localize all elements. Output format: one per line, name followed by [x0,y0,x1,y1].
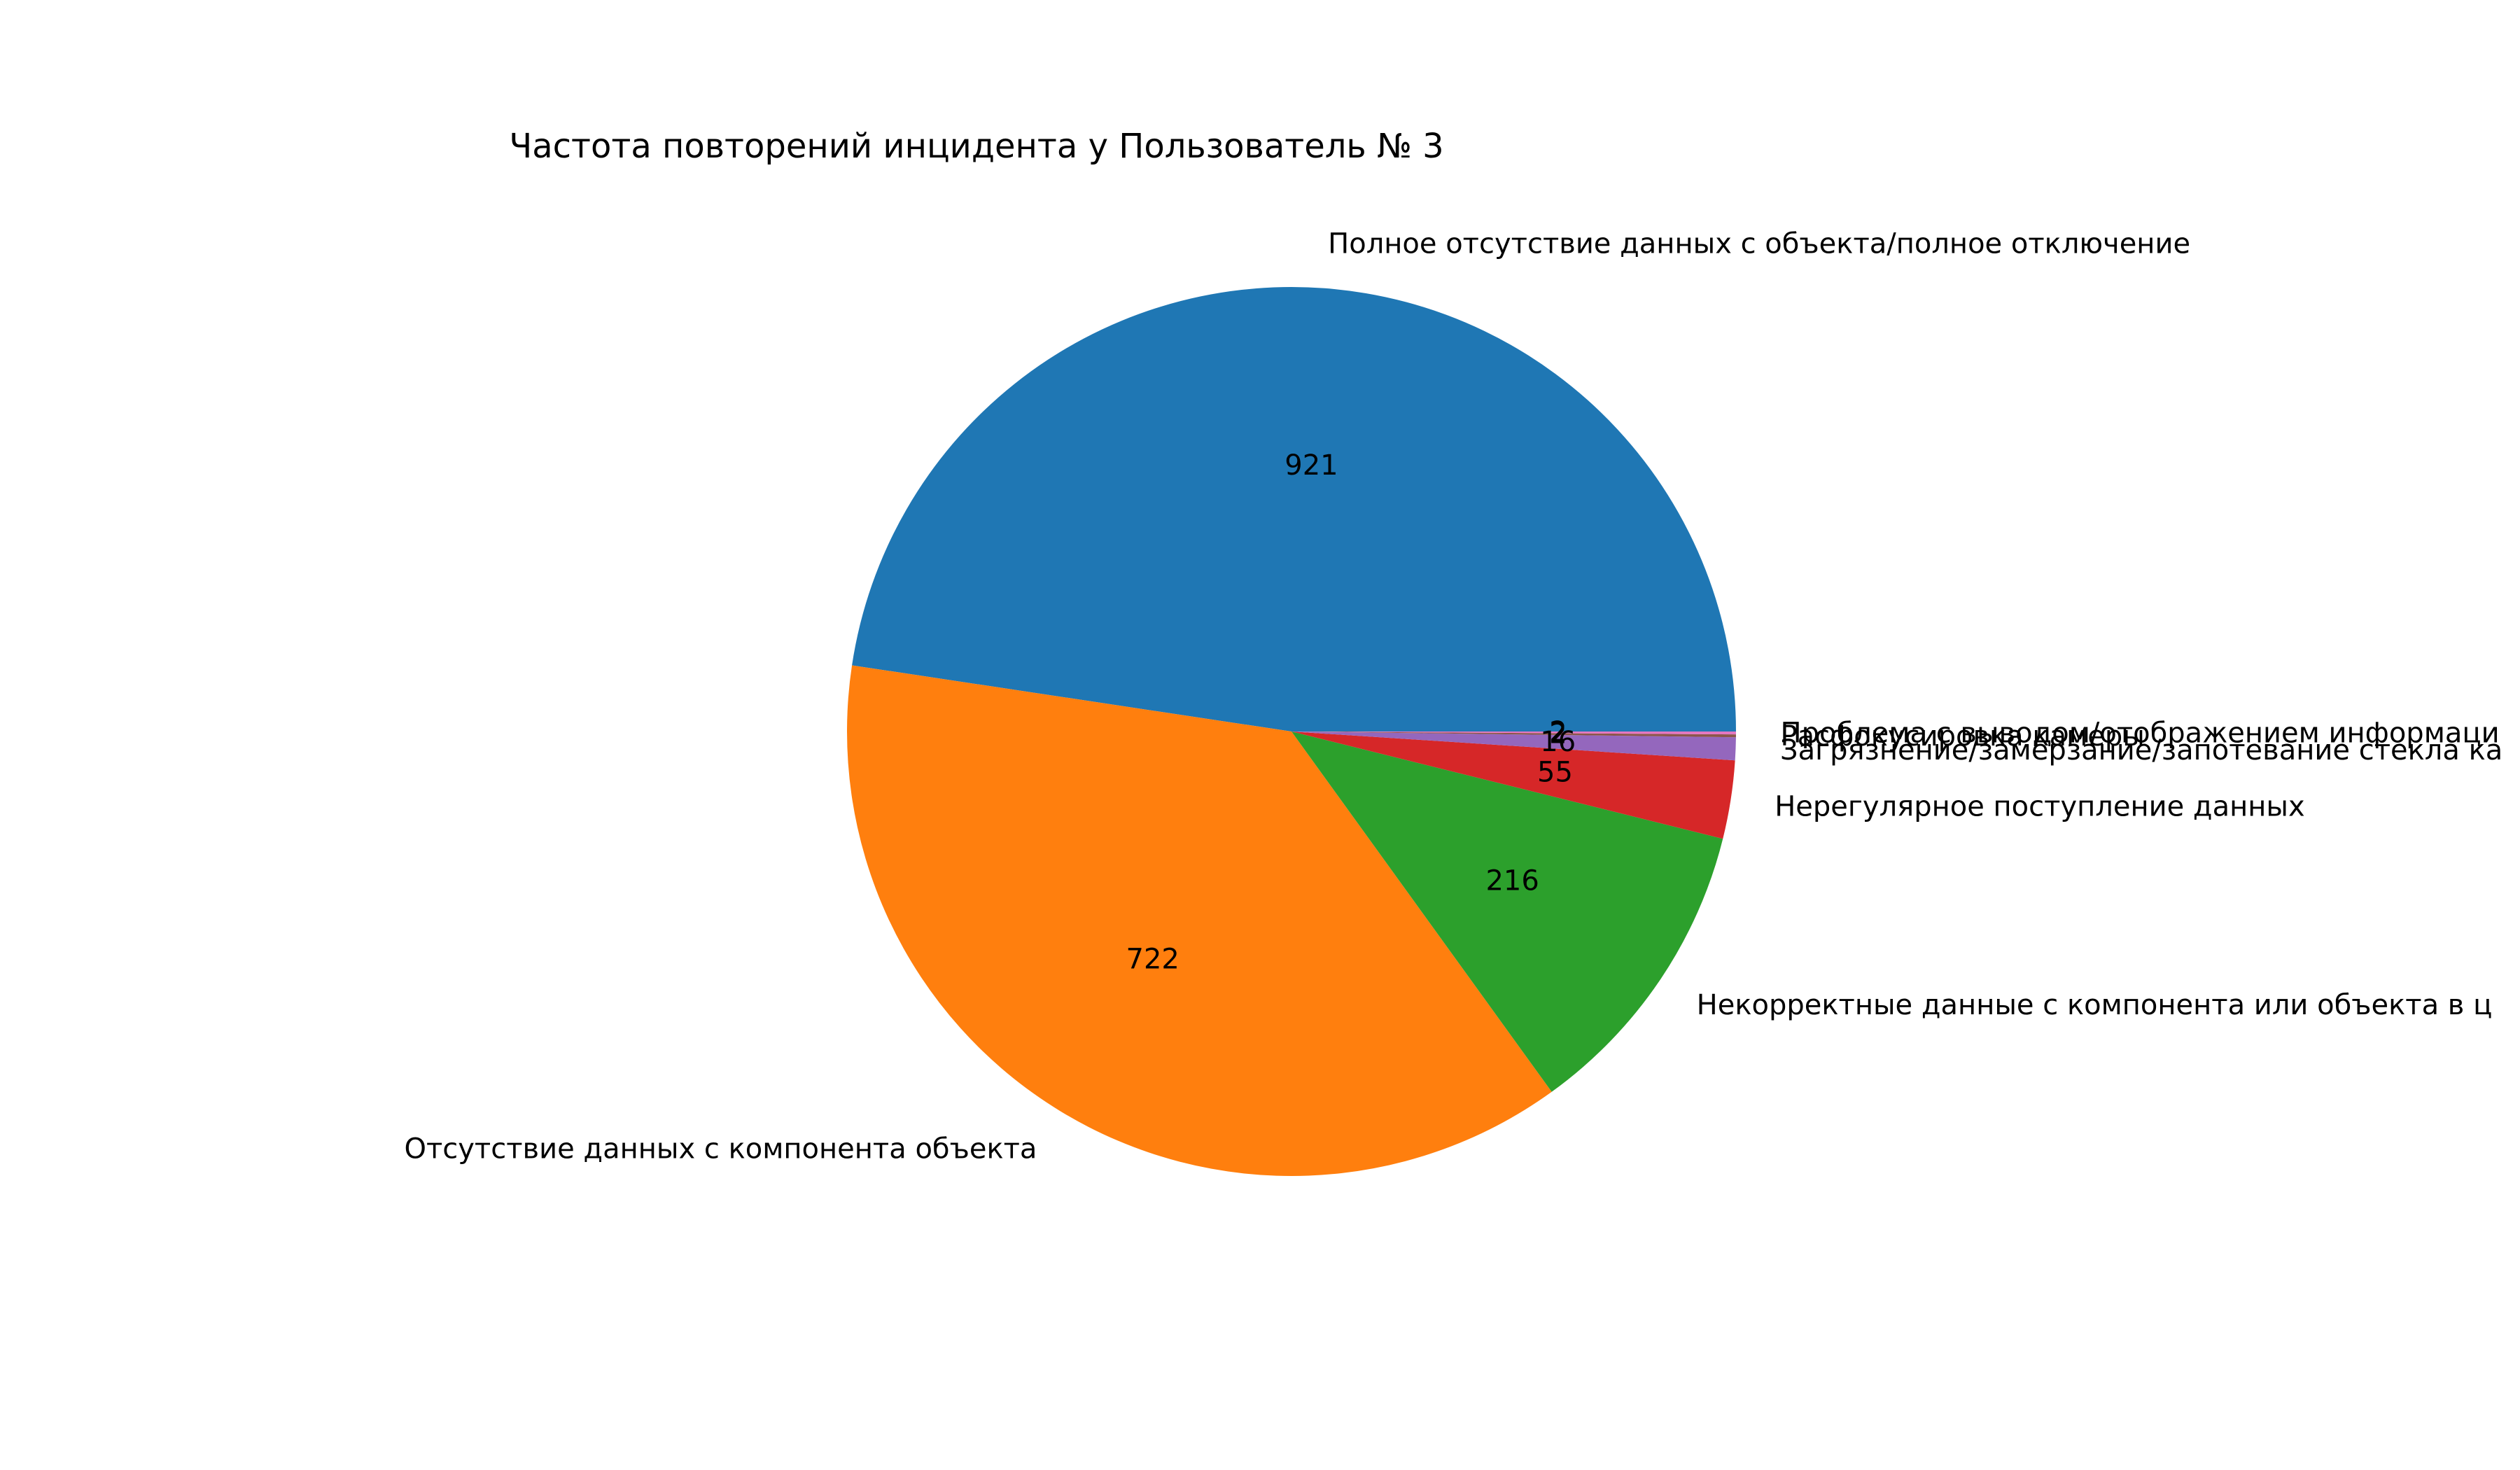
slice-category-label: Отсутствие данных с компонента объекта [404,1133,1037,1165]
pie-slices [847,287,1737,1176]
pie-slice [1292,732,1736,738]
slice-category-label: Расфокусировка камеры [1780,720,2144,752]
slice-value-label: 216 [1485,864,1539,897]
slice-category-label: Полное отсутствие данных с объекта/полно… [1328,227,2190,260]
slice-value-label: 55 [1537,757,1573,789]
pie-slice [1292,732,1736,761]
slice-value-label: 16 [1540,726,1576,758]
slice-value-label: 2 [1549,716,1567,748]
pie-slice [1292,732,1737,735]
slice-value-label: 921 [1284,449,1338,482]
pie-slice-labels: Полное отсутствие данных с объекта/полно… [404,227,2502,1165]
slice-category-label: Нерегулярное поступление данных [1774,790,2304,822]
pie-slice [1292,732,1723,1092]
slice-category-label: Проблема с выводом/отображением информац… [1781,717,2500,749]
slice-value-label: 722 [1126,943,1180,975]
slice-value-label: 2 [1549,718,1567,750]
pie-slice [1292,732,1735,839]
chart-title: Частота повторений инцидента у Пользоват… [509,127,1443,166]
pie-slice [852,287,1736,732]
slice-category-label: Некорректные данные с компонента или объ… [1697,989,2493,1021]
pie-slice [847,665,1552,1176]
slice-category-label: Загрязнение/замерзание/запотевание стекл… [1780,734,2502,766]
